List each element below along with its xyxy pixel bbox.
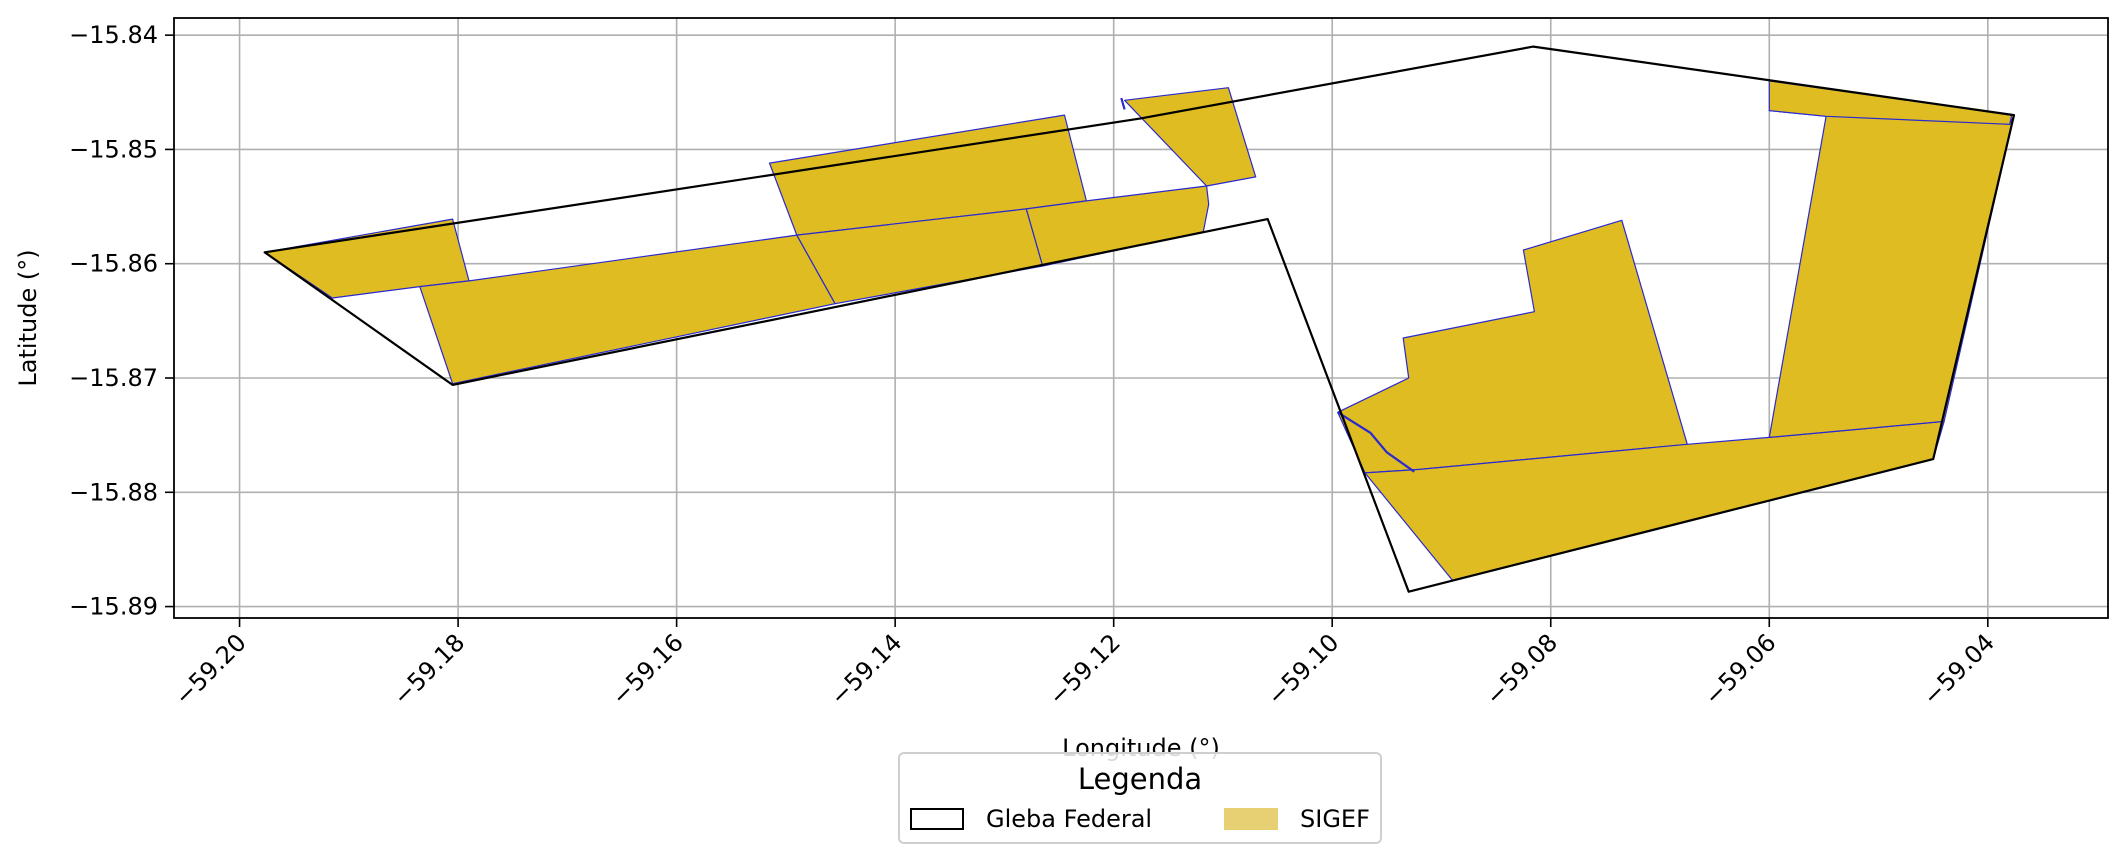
x-tick-label: −59.06	[1699, 628, 1782, 711]
gleba-federal-boundary	[263, 45, 2016, 593]
sigef-boundary-line	[1337, 411, 1415, 473]
x-tick-label: −59.20	[169, 628, 252, 711]
x-ticks: −59.20 −59.18 −59.16 −59.14 −59.12 −59.10 −59.…	[169, 618, 2000, 711]
x-tick-label: −59.18	[388, 628, 471, 711]
legend: Legenda Gleba Federal SIGEF	[898, 752, 1382, 844]
axes-frame	[173, 17, 2109, 619]
legend-label-gleba-federal: Gleba Federal	[986, 805, 1153, 833]
legend-swatch-gleba-federal	[910, 808, 964, 830]
y-tick-label: −15.85	[69, 135, 158, 163]
y-tick-label: −15.86	[69, 250, 158, 278]
y-tick-label: −15.88	[69, 478, 158, 506]
sigef-layer	[264, 80, 2015, 581]
x-tick-label: −59.08	[1480, 628, 1563, 711]
legend-label-sigef: SIGEF	[1300, 805, 1370, 833]
sigef-parcel	[1123, 87, 1257, 187]
x-tick-label: −59.12	[1043, 628, 1126, 711]
legend-entry-gleba-federal: Gleba Federal	[910, 804, 1152, 834]
y-tick-label: −15.87	[69, 364, 158, 392]
legend-title: Legenda	[1077, 762, 1203, 796]
y-tick-label: −15.89	[69, 593, 158, 621]
sigef-parcel	[1025, 185, 1210, 267]
x-tick-label: −59.10	[1262, 628, 1345, 711]
x-tick-label: −59.04	[1917, 628, 2000, 711]
x-tick-label: −59.14	[825, 628, 908, 711]
sigef-boundary-line	[1120, 97, 1126, 110]
legend-entry-sigef: SIGEF	[1224, 804, 1370, 834]
x-tick-label: −59.16	[606, 628, 689, 711]
gleba-federal-layer	[263, 45, 2016, 593]
y-axis-label: Latitude (°)	[14, 249, 42, 386]
legend-swatch-sigef	[1224, 808, 1278, 830]
y-tick-label: −15.84	[69, 21, 158, 49]
y-ticks: −15.84 −15.85 −15.86 −15.87 −15.88 −15.89	[69, 21, 174, 621]
